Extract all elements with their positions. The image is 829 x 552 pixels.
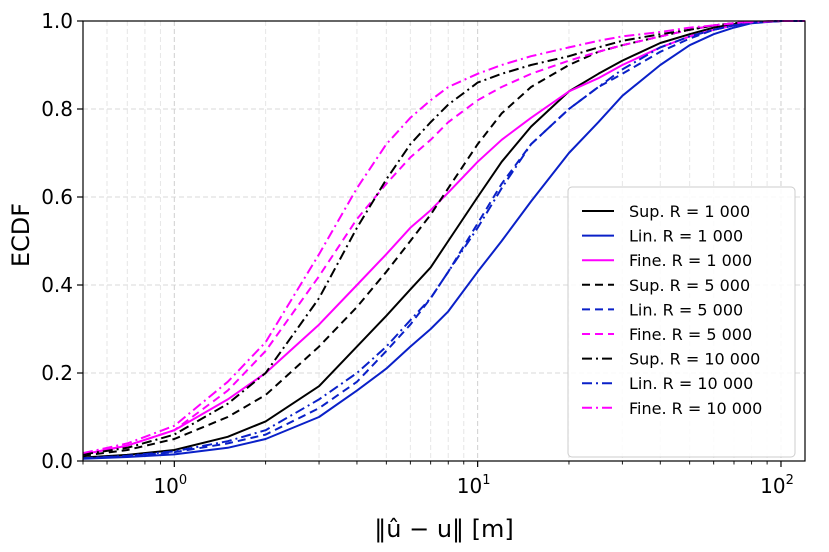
legend-label-8: Lin. R = 10 000 xyxy=(629,374,753,393)
legend-label-5: Lin. R = 5 000 xyxy=(629,300,743,319)
x-tick-label: 100 xyxy=(153,473,187,498)
series-line-9 xyxy=(82,20,805,455)
plot-frame xyxy=(82,20,806,462)
y-tick-label: 0.0 xyxy=(41,449,73,473)
legend-label-9: Fine. R = 10 000 xyxy=(629,399,762,418)
y-tick-label: 0.2 xyxy=(41,361,73,385)
y-tick-label: 0.6 xyxy=(41,185,73,209)
axis-ticks: 0.0 0.2 0.4 0.6 0.8 1.0 100 101 102 xyxy=(41,9,794,498)
legend: Sup. R = 1 000 Lin. R = 1 000 Fine. R = 1 … xyxy=(567,186,796,458)
legend-label-2: Lin. R = 1 000 xyxy=(629,227,743,246)
series-line-2 xyxy=(82,20,805,460)
x-tick-label: 102 xyxy=(760,473,794,498)
series-line-1 xyxy=(82,20,805,459)
y-tick-label: 1.0 xyxy=(41,9,73,33)
legend-label-6: Fine. R = 5 000 xyxy=(629,325,752,344)
series-line-6 xyxy=(82,20,805,456)
series-lines xyxy=(82,20,805,460)
legend-label-1: Sup. R = 1 000 xyxy=(629,202,750,221)
legend-label-4: Sup. R = 5 000 xyxy=(629,276,750,295)
x-axis-label: ‖û − u‖ [m] xyxy=(374,515,514,543)
y-tick-label: 0.8 xyxy=(41,97,73,121)
legend-label-7: Sup. R = 10 000 xyxy=(629,350,760,369)
legend-label-3: Fine. R = 1 000 xyxy=(629,251,752,270)
x-tick-label: 101 xyxy=(457,473,491,498)
series-line-7 xyxy=(82,20,805,456)
y-axis-label: ECDF xyxy=(7,203,35,267)
series-line-8 xyxy=(82,20,805,460)
y-tick-label: 0.4 xyxy=(41,273,73,297)
legend-box xyxy=(567,186,796,458)
